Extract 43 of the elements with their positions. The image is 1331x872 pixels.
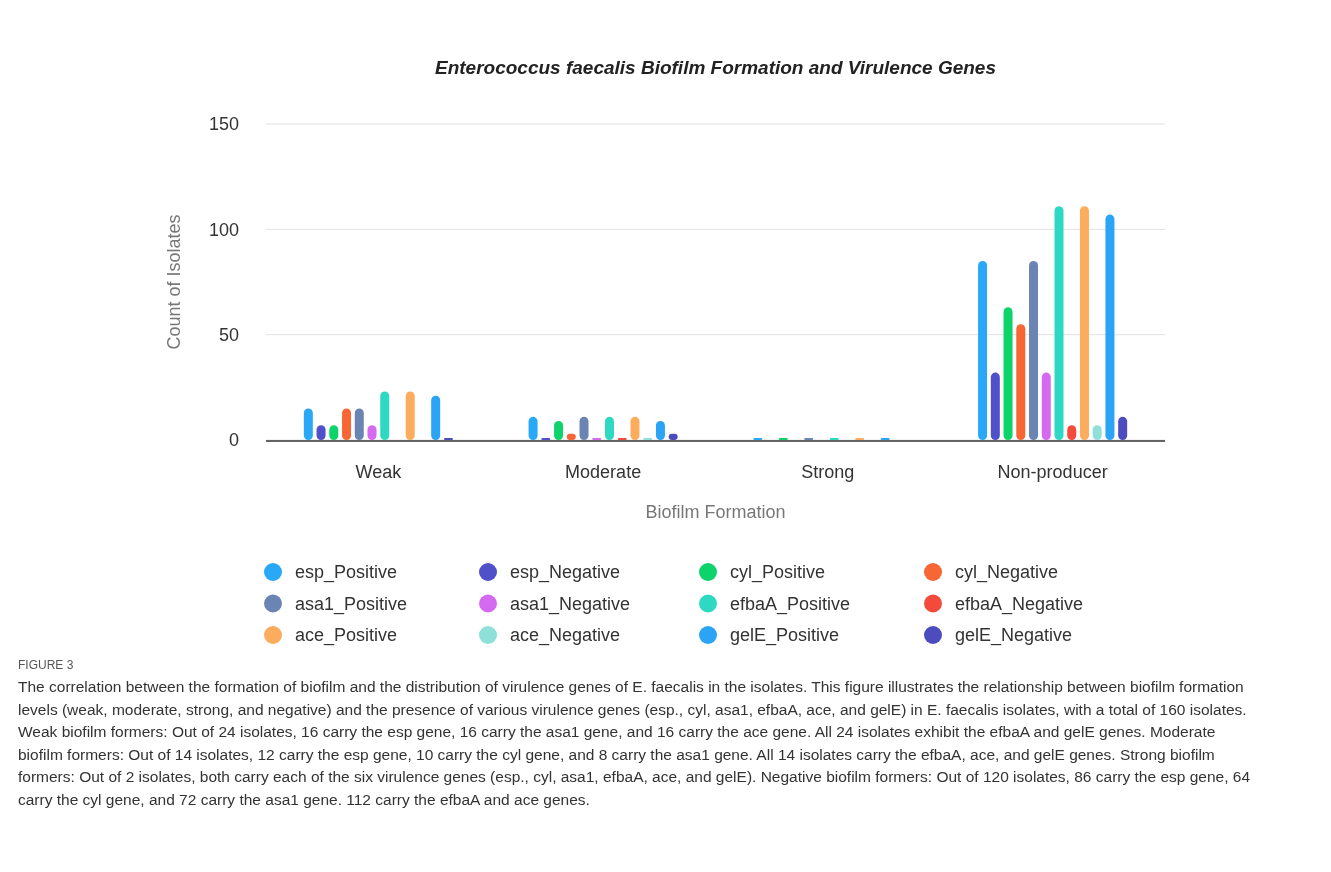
x-tick-label: Strong (801, 462, 855, 482)
legend-label: gelE_Positive (730, 625, 840, 647)
x-tick-label: Weak (355, 462, 403, 482)
legend-label: gelE_Negative (955, 625, 1073, 647)
bar (1016, 324, 1026, 440)
y-tick-label: 100 (208, 219, 239, 240)
legend-label: efbaA_Negative (955, 593, 1084, 615)
legend-label: esp_Negative (510, 562, 621, 584)
bar (303, 408, 313, 440)
x-tick-label: Moderate (565, 462, 642, 482)
legend-label: esp_Positive (295, 562, 398, 584)
bar (1029, 260, 1039, 440)
legend-label: asa1_Positive (295, 593, 408, 615)
bar (380, 391, 390, 440)
bar (342, 408, 352, 440)
bar (1054, 206, 1064, 440)
bar (431, 395, 441, 440)
bar (1118, 416, 1128, 440)
legend-label: efbaA_Positive (730, 593, 851, 615)
bar (990, 372, 1000, 440)
x-tick-label: Non-producer (997, 462, 1108, 482)
bar (978, 260, 988, 440)
legend-label: ace_Negative (510, 625, 621, 647)
bar (405, 391, 415, 440)
caption: FIGURE 3 (18, 658, 75, 672)
bar (1003, 307, 1013, 440)
legend-label: cyl_Positive (730, 562, 826, 584)
bar (1105, 214, 1115, 440)
bar (1079, 206, 1089, 440)
y-tick-label: 0 (228, 430, 239, 451)
y-axis-title: Count of Isolates (164, 214, 184, 350)
x-axis-title: Biofilm Formation (645, 502, 786, 522)
legend-label: cyl_Negative (955, 562, 1059, 584)
legend-label: ace_Positive (295, 625, 398, 647)
y-tick-label: 150 (208, 114, 239, 135)
bar (604, 416, 614, 440)
bar (354, 408, 364, 440)
legend-label: asa1_Negative (510, 593, 631, 615)
y-tick-label: 50 (218, 324, 239, 345)
text: The correlation between the formation of biofilm and the distribution of virulence genes of E. faecalis in the isolates. This figure illustrates the relationship between biofilm formation levels (weak, moderate, strong, and negative) and the presence of various virulence genes (esp., cyl, asa1, efbaA, ace, and gelE) in E. faecalis isolates, with a total of 160 isolates. Weak biofilm formers: Out of 24 isolates, 16 carry the esp gene, 16 carry the asa1 gene, and 16 carry the ace gene. All 24 isolates exhibit the efbaA and gelE genes. Moderate biofilm formers: Out of 14 isolates, 12 carry the esp gene, 10 carry the cyl gene, and 8 carry the asa1 gene. All 14 isolates carry the efbaA, ace, and gelE genes. Strong biofilm formers: Out of 2 isolates, both carry each of the six virulence genes (esp., cyl, asa1, efbaA, ace, and gelE). Negative biofilm formers: Out of 120 isolates, 86 carry the esp gene, 64 carry the cyl gene, and 72 carry the asa1 gene. 112 carry the efbaA and ace genes. (18, 677, 1251, 810)
bar (655, 421, 665, 440)
bar (1041, 372, 1051, 440)
chart-title: Enterococcus faecalis Biofilm Formation and Virulence Genes (434, 57, 997, 78)
